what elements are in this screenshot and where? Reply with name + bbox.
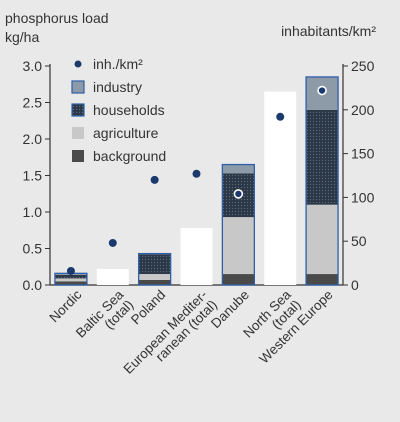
bar-agriculture-western-europe [306,204,339,275]
category-label-line: Nordic [46,287,84,325]
left-tick-label: 1.0 [23,204,43,220]
category-label-line: Western Europe [256,287,335,366]
right-axis-title: inhabitants/km² [281,23,376,39]
bar-households-western-europe [306,109,339,205]
right-tick-label: 200 [351,102,375,118]
bar-background-danube [222,274,255,285]
category-label-western-europe: Western Europe [256,287,335,366]
bar-outline-danube [221,163,256,286]
legend-label-industry: industry [93,79,142,95]
density-point-north-sea-total [276,112,285,121]
density-point-nordic [66,266,75,275]
left-tick-label: 1.5 [23,168,43,184]
left-tick-label: 2.5 [23,95,43,111]
left-axis-title-line-2: kg/ha [5,29,39,45]
right-tick-label: 150 [351,146,375,162]
density-point-baltic-sea-total [108,238,117,247]
legend-label-agriculture: agriculture [93,125,159,141]
bar-background-western-europe [306,274,339,285]
left-tick-label: 3.0 [23,58,43,74]
right-tick-label: 50 [351,233,367,249]
legend-label-households: households [93,102,165,118]
density-point-danube [233,189,244,199]
bar-outline-western-europe [305,76,339,286]
bar-industry-danube [222,164,255,174]
bar-total-european-mediter-ranean-total [180,228,213,285]
density-point-poland [150,175,159,184]
density-point-western-europe [317,85,327,96]
bar-households-poland [138,254,171,275]
legend-swatch-background [72,150,84,162]
category-label-european-mediter-ranean-total: European Mediter-ranean (total) [120,287,220,377]
legend-swatch-density [74,60,82,68]
bar-households-nordic [54,274,87,279]
bar-total-north-sea-total [264,91,297,285]
left-axis-title-line-1: phosphorus load [5,10,109,26]
left-tick-label: 0.0 [23,277,43,293]
legend-swatch-households [71,103,85,117]
right-tick-label: 250 [351,58,375,74]
right-tick-label: 0 [351,277,359,293]
bar-background-nordic [54,281,87,285]
bar-agriculture-poland [138,274,171,280]
left-tick-label: 0.5 [23,241,43,257]
left-tick-label: 2.0 [23,131,43,147]
density-point-european-mediter-ranean-total [192,169,201,178]
legend-label-background: background [93,148,166,164]
right-tick-label: 100 [351,189,375,205]
bar-outline-poland [137,252,172,286]
legend-label-inh-km: inh./km² [93,56,143,72]
bar-background-poland [138,279,171,285]
bar-agriculture-nordic [54,278,87,282]
bar-total-baltic-sea-total [96,268,129,285]
legend-swatch-industry [71,80,85,94]
legend-swatch-agriculture [72,127,84,139]
bar-agriculture-danube [222,217,255,275]
category-label-nordic: Nordic [46,287,84,325]
